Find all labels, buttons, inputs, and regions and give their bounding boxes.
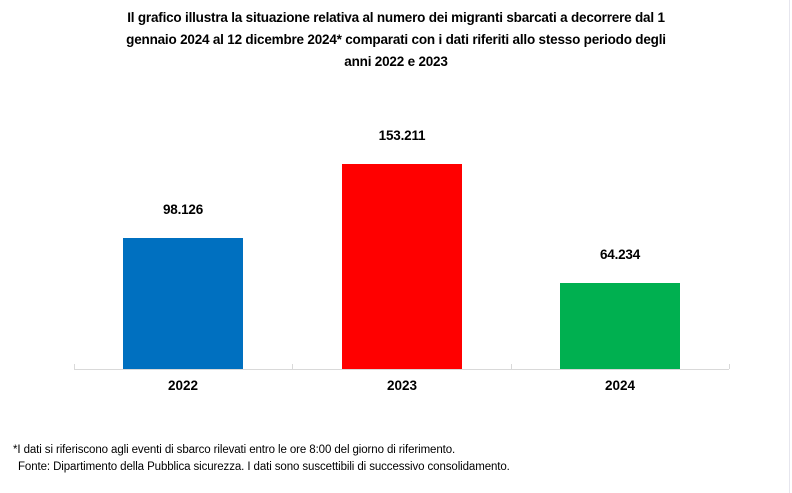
chart-title-line-3: anni 2022 e 2023 — [344, 54, 448, 69]
bar-2022 — [123, 238, 243, 369]
footnote-asterisk: *I dati si riferiscono agli eventi di sb… — [13, 444, 456, 456]
x-axis-tick — [729, 364, 730, 369]
x-axis-tick — [292, 364, 293, 369]
category-label-2024: 2024 — [604, 378, 636, 393]
value-label-2023: 153.211 — [378, 128, 426, 143]
category-label-2022: 2022 — [167, 378, 199, 393]
bar-2024 — [560, 283, 680, 369]
footnote-source: Fonte: Dipartimento della Pubblica sicur… — [18, 461, 510, 473]
value-label-2022: 98.126 — [162, 202, 204, 217]
chart-footnotes: *I dati si riferiscono agli eventi di sb… — [13, 442, 510, 476]
category-label-2023: 2023 — [386, 378, 418, 393]
chart-title-line-2: gennaio 2024 al 12 dicembre 2024* compar… — [126, 32, 666, 47]
chart-right-border — [789, 0, 790, 493]
x-axis-tick — [74, 364, 75, 369]
x-axis-tick — [511, 364, 512, 369]
x-axis-line — [74, 369, 729, 370]
value-label-2024: 64.234 — [599, 247, 641, 262]
bar-2023 — [342, 164, 462, 369]
chart-title: Il grafico illustra la situazione relati… — [0, 7, 792, 73]
chart-title-line-1: Il grafico illustra la situazione relati… — [127, 10, 665, 25]
